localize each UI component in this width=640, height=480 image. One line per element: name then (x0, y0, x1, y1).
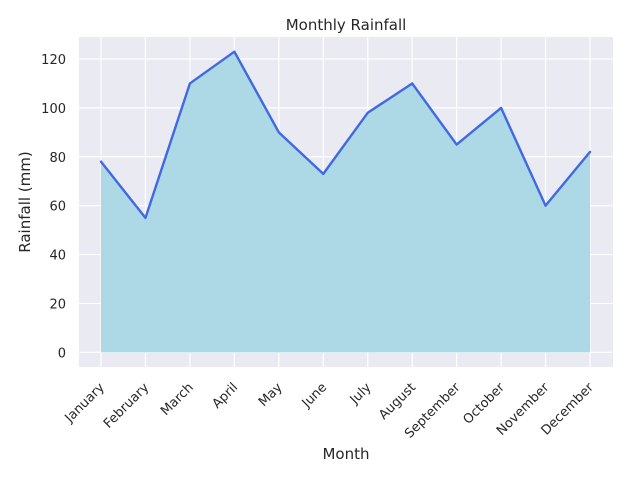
rainfall-area-fill (101, 51, 590, 353)
y-tick-label: 0 (58, 346, 66, 361)
y-axis-title: Rainfall (mm) (16, 151, 34, 252)
y-tick-label: 40 (49, 249, 66, 264)
y-tick-label: 120 (41, 53, 66, 68)
x-tick-label: August (376, 380, 419, 423)
y-tick-label: 20 (49, 297, 66, 312)
chart-title: Monthly Rainfall (286, 16, 407, 34)
x-tick-label: March (158, 380, 197, 419)
rainfall-line (99, 50, 592, 220)
x-tick-label: April (210, 380, 242, 412)
y-tick-label: 60 (49, 200, 66, 215)
x-tick-label: May (256, 380, 286, 410)
x-tick-label: February (101, 380, 153, 432)
area-layer (99, 50, 592, 353)
x-tick-label: July (347, 380, 375, 408)
x-axis-title: Month (322, 445, 369, 463)
y-tick-label: 80 (49, 151, 66, 166)
y-tick-label: 100 (41, 102, 66, 117)
x-tick-label: June (299, 380, 330, 411)
